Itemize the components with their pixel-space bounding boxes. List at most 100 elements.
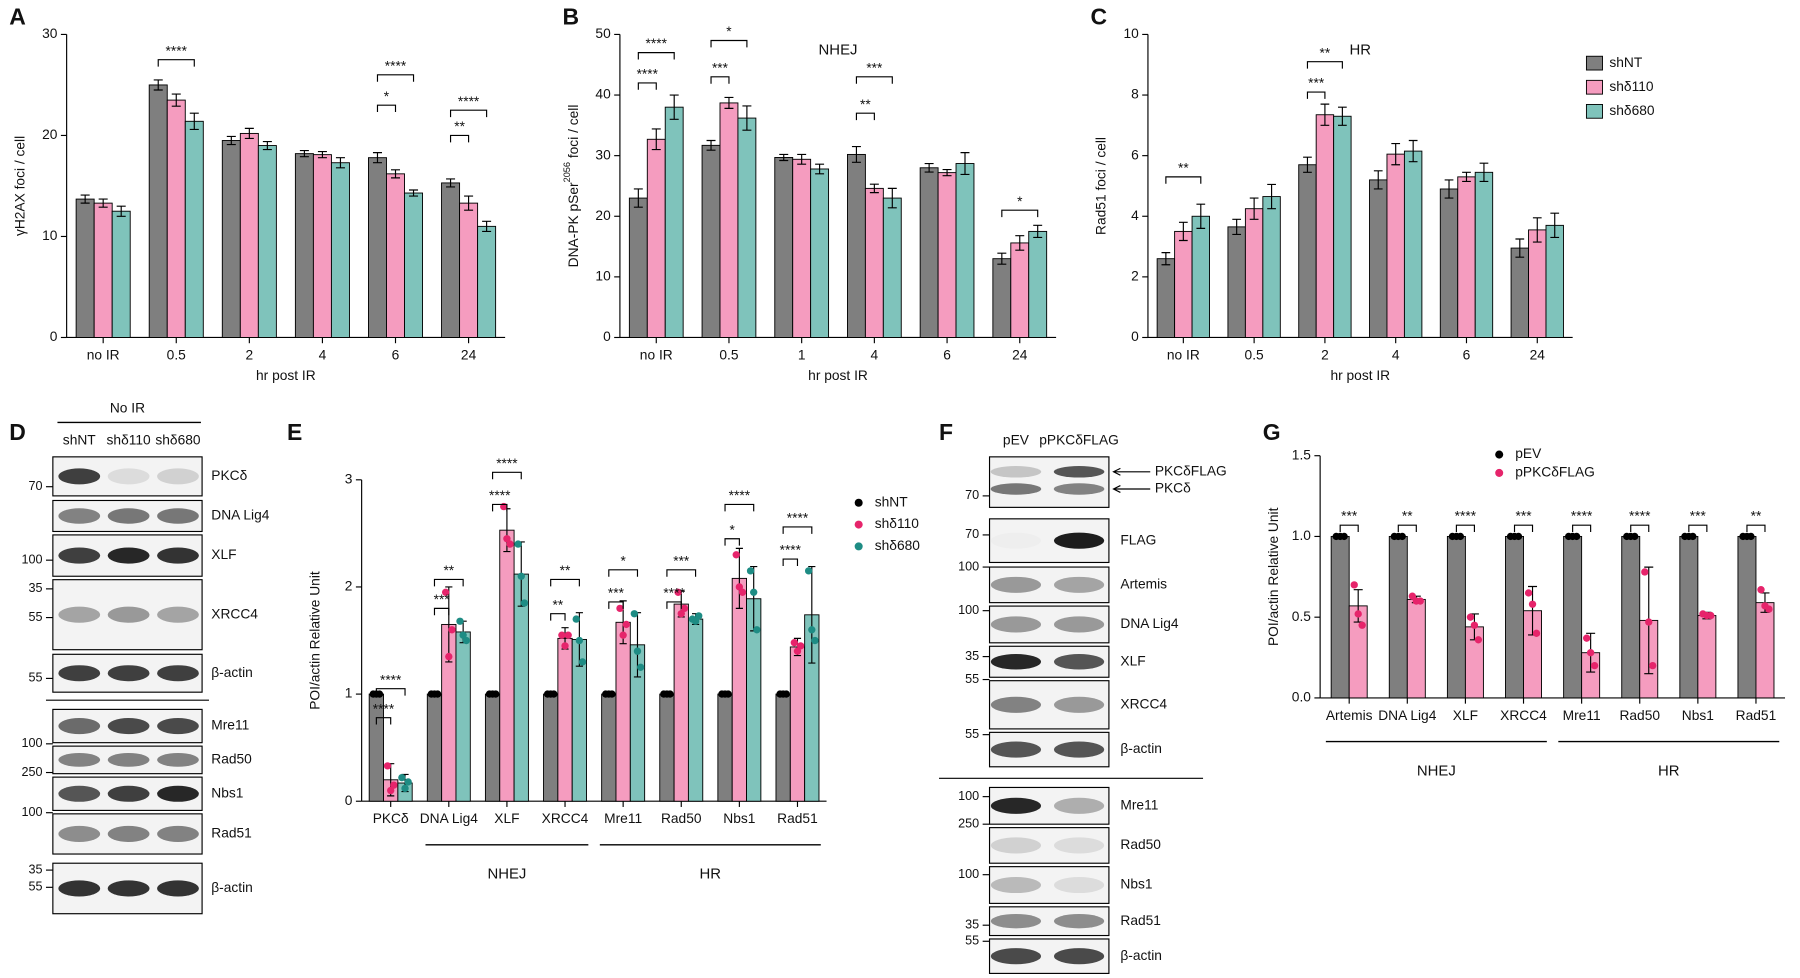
bar (1298, 164, 1317, 338)
data-point (1572, 532, 1581, 541)
data-point (724, 690, 732, 698)
y-tick-label: 1 (345, 686, 353, 701)
bar (221, 140, 241, 338)
bar (148, 84, 168, 338)
blot-band (990, 797, 1042, 814)
blot-band (1054, 741, 1105, 758)
x-tick-label: XLF (1453, 708, 1478, 723)
bar (484, 693, 501, 802)
significance-label: *** (1341, 509, 1358, 524)
blot-band (107, 718, 150, 735)
blot-band (157, 468, 199, 485)
bar (426, 693, 443, 802)
y-tick-label: 0.5 (1292, 609, 1311, 624)
data-point (790, 638, 798, 647)
significance-bracket (449, 134, 470, 143)
significance-label: **** (166, 43, 188, 58)
legend-swatch (854, 498, 863, 507)
data-point (608, 690, 616, 698)
arrow (1112, 485, 1151, 493)
group-label: NHEJ (487, 866, 526, 883)
blot-band (1053, 466, 1105, 478)
marker-label: 35 (965, 918, 979, 932)
data-point (441, 588, 450, 596)
bar (792, 158, 812, 338)
bar (1545, 224, 1564, 338)
blot-band (1054, 914, 1105, 929)
x-tick-label: Nbs1 (723, 811, 755, 826)
data-point (666, 690, 674, 698)
marker-label: 70 (28, 479, 42, 493)
significance-bracket (433, 578, 464, 587)
error-bar (1408, 139, 1418, 163)
y-axis-label-part: DNA-PK pSer (566, 182, 581, 267)
error-bar (1320, 103, 1330, 126)
blot-band (990, 837, 1042, 854)
error-bar (997, 252, 1007, 265)
blot-band (107, 785, 150, 802)
y-tick-label: 40 (595, 87, 611, 102)
band-label: DNA Lig4 (1120, 616, 1178, 631)
x-tick-label: 24 (1530, 347, 1546, 362)
marker-label: 100 (958, 867, 979, 881)
significance-label: *** (712, 60, 729, 75)
marker-label: 250 (958, 817, 979, 831)
bar (1369, 179, 1388, 338)
significance-bracket (1165, 176, 1202, 184)
significance-bracket (855, 112, 875, 121)
bar (477, 225, 497, 338)
band-label: XRCC4 (211, 606, 258, 621)
data-point (738, 588, 747, 596)
bar (882, 197, 902, 338)
marker-label: 100 (21, 736, 42, 750)
significance-bracket (1001, 209, 1039, 218)
marker-label: 55 (965, 934, 979, 948)
bar (673, 603, 689, 802)
data-point (387, 786, 395, 795)
blot-band (990, 948, 1042, 965)
x-tick-label: XLF (494, 811, 519, 826)
bar (75, 198, 95, 338)
data-point (1470, 621, 1479, 629)
data-point (796, 642, 805, 650)
band-label: PKCδ (211, 468, 247, 483)
y-tick-label: 50 (595, 26, 611, 41)
significance-label: ** (443, 563, 454, 578)
x-tick-label: no IR (640, 347, 673, 362)
bar (1156, 258, 1176, 338)
significance-label: *** (866, 60, 883, 75)
data-point (633, 647, 642, 655)
arrow-label: PKCδ (1155, 481, 1191, 496)
x-tick-label: 2 (1321, 347, 1329, 362)
marker-label: 55 (28, 610, 42, 624)
blot-band (58, 718, 101, 735)
blot-band (58, 785, 101, 802)
blot-band (58, 665, 101, 682)
data-point (1354, 610, 1362, 618)
error-bar (1249, 197, 1259, 220)
blot-band (990, 466, 1042, 478)
y-tick-label: 20 (42, 127, 58, 142)
data-point (1649, 661, 1657, 670)
bar (628, 197, 648, 338)
data-point (677, 610, 685, 618)
significance-label: **** (458, 94, 480, 109)
error-bar (815, 163, 825, 175)
data-point (1524, 589, 1533, 597)
blot-band (107, 606, 150, 623)
bar (1457, 176, 1476, 338)
significance-bracket (724, 538, 740, 546)
blot-band (990, 741, 1042, 758)
bar (184, 120, 204, 338)
bar (774, 157, 794, 338)
data-point (575, 636, 584, 645)
blot-band (58, 606, 101, 623)
blot-band (107, 880, 150, 897)
data-point (1398, 532, 1406, 541)
x-tick-label: 6 (392, 347, 400, 362)
blot-band (107, 825, 150, 842)
bar (386, 173, 405, 338)
data-point (804, 567, 813, 575)
x-tick-label: 1 (798, 347, 806, 362)
